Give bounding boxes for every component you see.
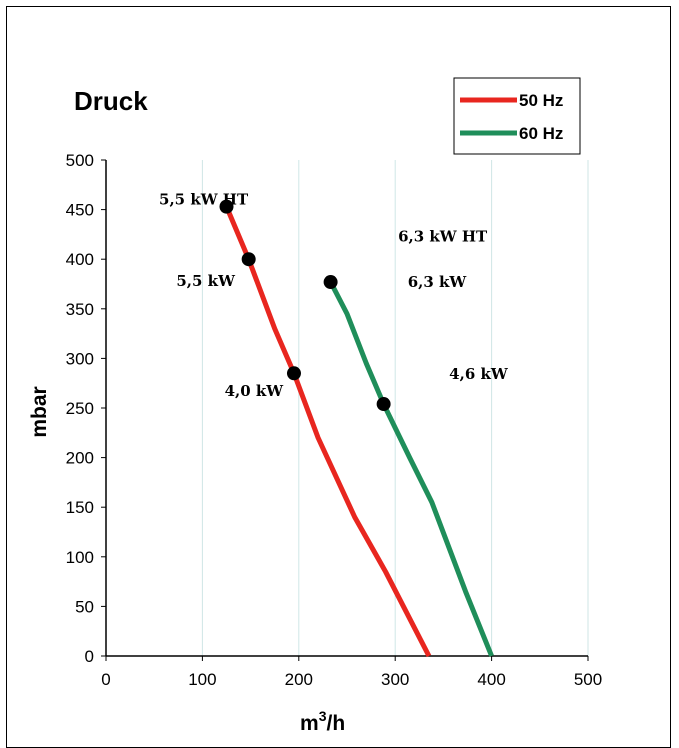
- legend-label-1: 60 Hz: [519, 124, 563, 143]
- annotations: 5,5 kW HT 5,5 kW 4,0 kW 6,3 kW HT 6,3 kW 4,6 …: [159, 191, 509, 400]
- series-markers: [219, 199, 391, 412]
- annotation-label-1: 5,5 kW: [176, 272, 236, 290]
- y-tick-label-1: 50: [75, 597, 94, 616]
- legend: 50 Hz 60 Hz: [453, 77, 581, 155]
- legend-box: [453, 77, 581, 155]
- legend-label-0: 50 Hz: [519, 91, 563, 110]
- y-tick-label-3: 150: [66, 498, 94, 517]
- annotation-label-2: 4,0 kW: [225, 382, 285, 400]
- data-point-0-0: [219, 199, 234, 214]
- x-axis-ticks: 0 100 200 300 400 500: [101, 656, 602, 689]
- data-point-0-2: [286, 366, 301, 381]
- y-axis-label: mbar: [28, 386, 51, 437]
- chart-title: Druck: [74, 86, 148, 116]
- data-point-1-1: [376, 397, 391, 412]
- grid: [201, 160, 589, 656]
- y-axis-ticks: 0 50 100 150 200 250 300 350 400 450 500: [66, 151, 106, 666]
- y-tick-label-9: 450: [66, 201, 94, 220]
- data-point-0-1: [241, 252, 256, 267]
- x-tick-label-0: 0: [101, 670, 110, 689]
- x-tick-label-5: 500: [574, 670, 602, 689]
- annotation-label-3: 6,3 kW HT: [398, 227, 488, 245]
- y-tick-label-6: 300: [66, 349, 94, 368]
- y-tick-label-2: 100: [66, 548, 94, 567]
- series-line-1: [328, 280, 494, 657]
- annotation-label-0: 5,5 kW HT: [159, 191, 249, 209]
- x-axis-label: m3/h: [300, 708, 345, 735]
- series-lines: [224, 205, 494, 658]
- y-tick-label-4: 200: [66, 449, 94, 468]
- x-tick-label-1: 100: [188, 670, 216, 689]
- data-point-1-0: [323, 275, 338, 290]
- axes: [105, 160, 588, 657]
- y-tick-label-10: 500: [66, 151, 94, 170]
- x-tick-label-3: 300: [381, 670, 409, 689]
- series-line-0: [224, 205, 432, 658]
- y-tick-label-0: 0: [85, 647, 94, 666]
- x-tick-label-2: 200: [285, 670, 313, 689]
- annotation-label-4: 6,3 kW: [408, 273, 468, 291]
- y-tick-label-5: 250: [66, 399, 94, 418]
- y-tick-label-7: 350: [66, 300, 94, 319]
- y-tick-label-8: 400: [66, 250, 94, 269]
- annotation-label-5: 4,6 kW: [449, 365, 509, 383]
- x-tick-label-4: 400: [477, 670, 505, 689]
